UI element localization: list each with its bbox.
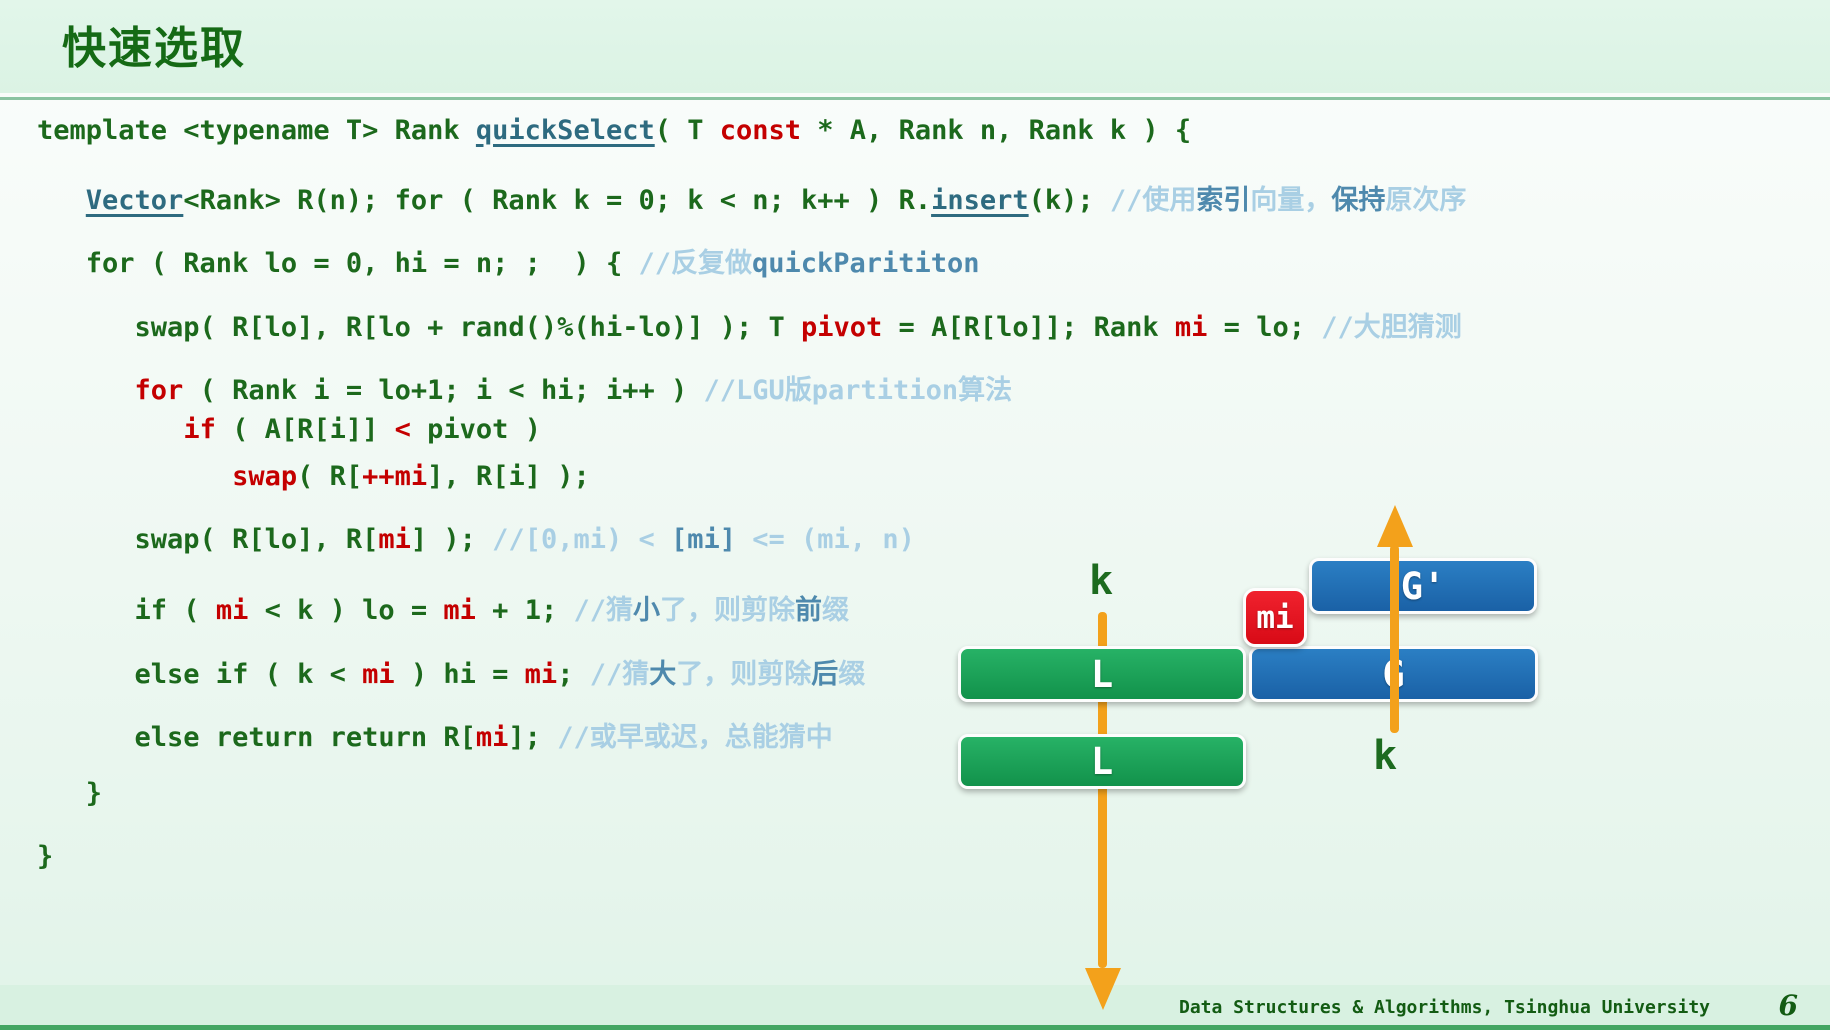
code-line: if ( A[R[i]] < pivot ) bbox=[183, 414, 541, 445]
page-title: 快速选取 bbox=[62, 23, 246, 74]
down-arrowhead-icon bbox=[1085, 968, 1121, 1010]
l-box-top: L bbox=[958, 646, 1246, 702]
k-label-bottom: k bbox=[1372, 733, 1398, 779]
footer-bar: Data Structures & Algorithms, Tsinghua U… bbox=[0, 985, 1830, 1030]
mi-box: mi bbox=[1243, 588, 1307, 647]
code-line: for ( Rank i = lo+1; i < hi; i++ ) //LGU… bbox=[134, 375, 1013, 406]
code-line: } bbox=[37, 841, 54, 872]
l-box-bottom: L bbox=[958, 734, 1246, 789]
k-label-top: k bbox=[1088, 558, 1114, 604]
code-line: if ( mi < k ) lo = mi + 1; //猜小了，则剪除前缀 bbox=[37, 595, 849, 626]
code-line: else return return R[mi]; //或早或迟，总能猜中 bbox=[37, 722, 833, 753]
slide-header bbox=[0, 0, 1830, 93]
footer-page-number: 6 bbox=[1778, 989, 1798, 1022]
code-line: swap( R[lo], R[lo + rand()%(hi-lo)] ); T… bbox=[37, 312, 1462, 343]
g-prime-box: G' bbox=[1309, 558, 1537, 614]
right-arrow-line bbox=[1390, 545, 1399, 733]
code-line: swap( R[lo], R[mi] ); //[0,mi) < [mi] <=… bbox=[37, 524, 915, 555]
code-line: else if ( k < mi ) hi = mi; //猜大了，则剪除后缀 bbox=[37, 659, 866, 690]
up-arrowhead-icon bbox=[1377, 505, 1413, 547]
code-line: template <typename T> Rank quickSelect( … bbox=[37, 115, 1192, 146]
header-separator bbox=[0, 97, 1830, 100]
left-arrow-line bbox=[1098, 612, 1107, 968]
code-line: swap( R[++mi], R[i] ); bbox=[232, 461, 590, 492]
footer-course-label: Data Structures & Algorithms, Tsinghua U… bbox=[1178, 997, 1710, 1018]
code-line: Vector<Rank> R(n); for ( Rank k = 0; k <… bbox=[85, 185, 1467, 216]
code-line: for ( Rank lo = 0, hi = n; ; ) { //反复做qu… bbox=[37, 248, 980, 279]
code-line: } bbox=[37, 778, 103, 809]
bottom-edge-strip bbox=[0, 1025, 1830, 1030]
